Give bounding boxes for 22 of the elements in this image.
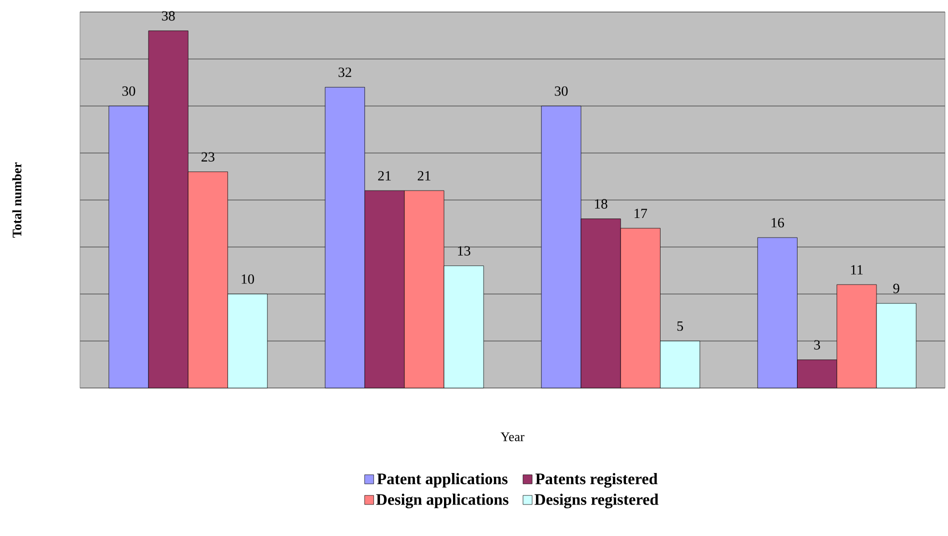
- legend-label: Designs registered: [534, 494, 658, 508]
- data-label: 17: [634, 208, 648, 218]
- data-label: 38: [162, 11, 175, 21]
- data-label: 9: [893, 284, 900, 294]
- data-label: 13: [458, 246, 470, 256]
- data-label: 18: [595, 199, 608, 209]
- data-label: 21: [418, 171, 430, 180]
- legend-label: Patent applications: [377, 473, 508, 488]
- data-label: 3: [814, 340, 820, 350]
- data-label: 23: [202, 152, 214, 162]
- y-axis-title: Total number: [12, 162, 22, 238]
- x-axis-title: Year: [500, 432, 524, 442]
- data-label: 5: [677, 321, 684, 331]
- data-label: 30: [554, 86, 568, 96]
- data-label: 30: [122, 86, 136, 96]
- data-label: 32: [338, 68, 352, 78]
- data-label: 21: [378, 171, 391, 180]
- data-label: 11: [851, 265, 863, 274]
- legend-label: Patents registered: [535, 473, 658, 488]
- data-label: 10: [242, 274, 254, 284]
- legend-label: Design applications: [376, 494, 508, 508]
- data-label: 16: [772, 218, 784, 228]
